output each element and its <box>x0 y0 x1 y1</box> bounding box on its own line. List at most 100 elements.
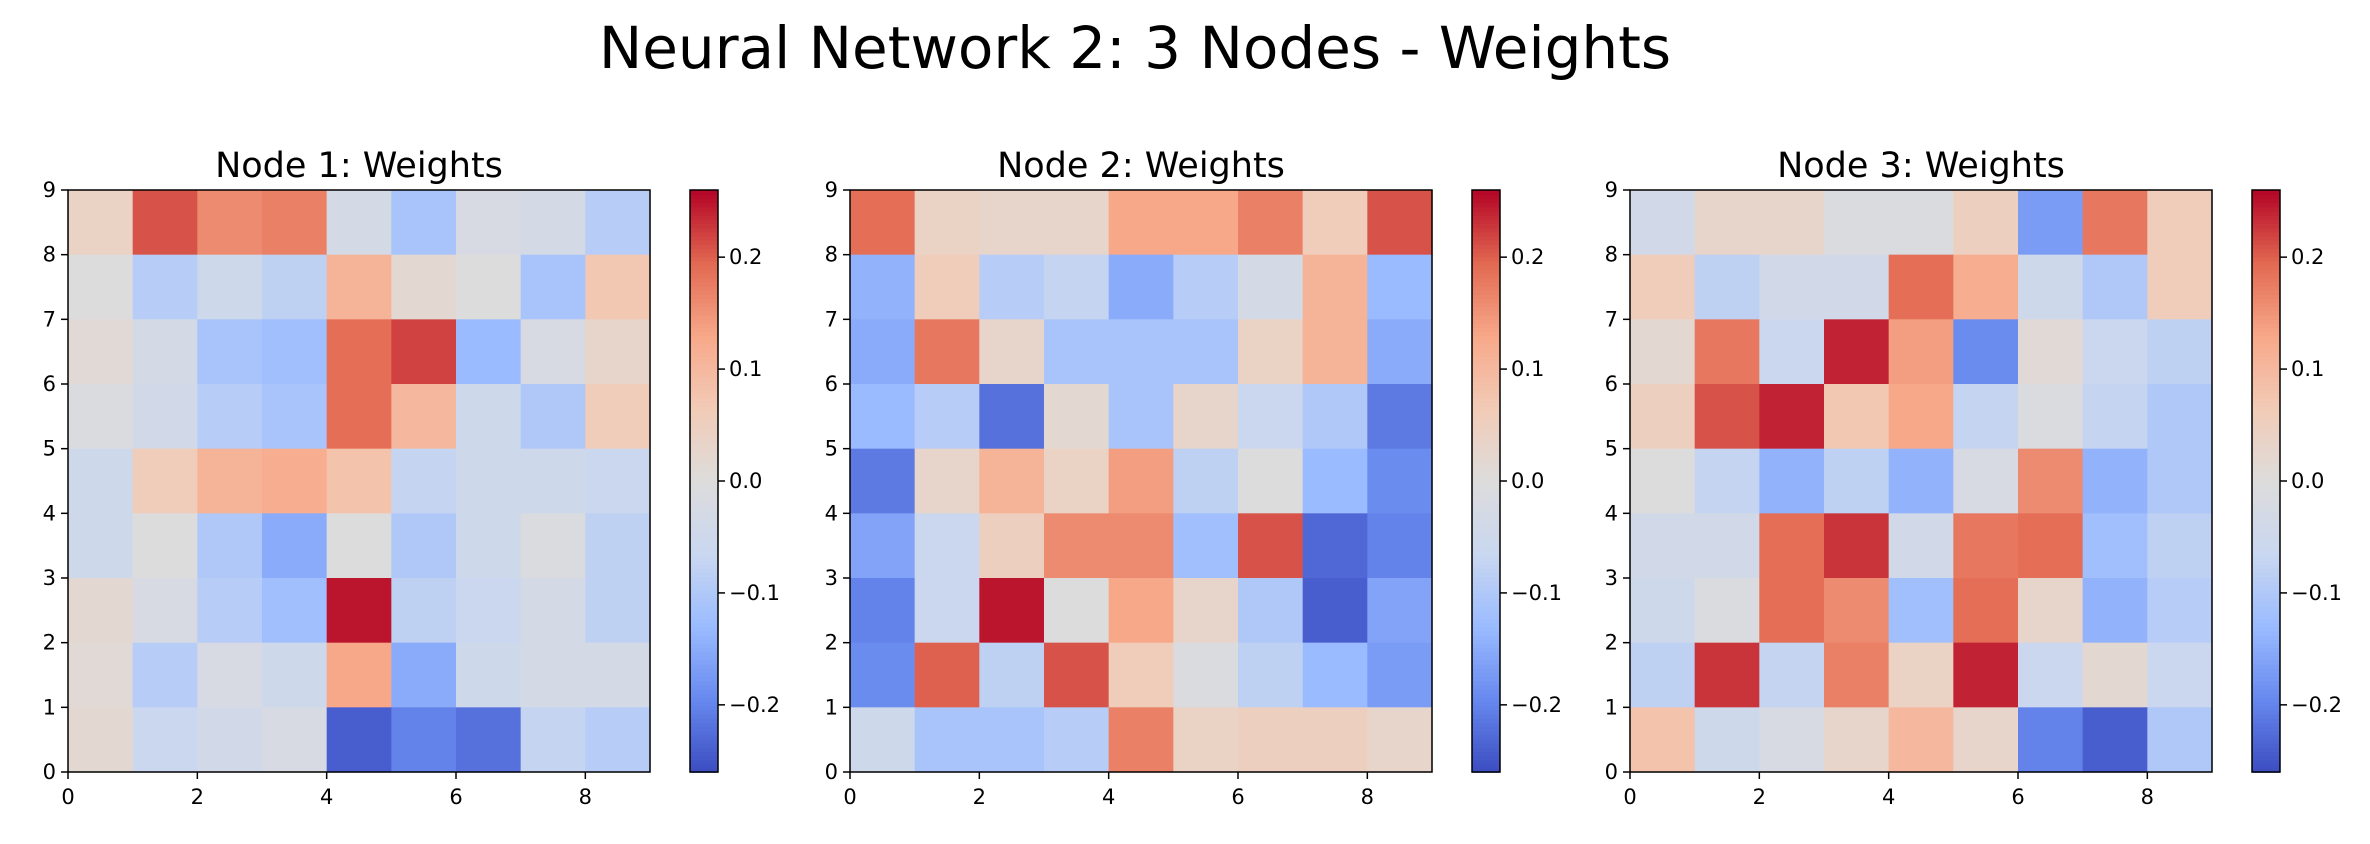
colorbar-segment <box>2252 601 2280 607</box>
colorbar-segment <box>1472 256 1500 262</box>
colorbar-segment <box>690 406 718 412</box>
heatmap-cell <box>1367 384 1433 450</box>
colorbar-segment <box>690 248 718 254</box>
colorbar-segment <box>690 289 718 295</box>
colorbar-segment <box>1472 227 1500 233</box>
heatmap-cell <box>1888 513 1954 579</box>
heatmap-cell <box>1759 642 1825 708</box>
x-tick-label: 0 <box>1623 785 1636 809</box>
heatmap-cell <box>979 254 1045 320</box>
subplot-title: Node 2: Weights <box>997 146 1285 186</box>
colorbar-segment <box>2252 593 2280 599</box>
heatmap-cell <box>520 513 586 579</box>
colorbar-segment <box>690 447 718 453</box>
heatmap-cell <box>850 578 916 644</box>
colorbar-segment <box>1472 460 1500 466</box>
y-tick-label: 0 <box>825 760 838 784</box>
colorbar-segment <box>1472 485 1500 491</box>
colorbar-segment <box>1472 289 1500 295</box>
colorbar-segment <box>2252 244 2280 249</box>
heatmap-cell <box>850 448 916 514</box>
y-tick-label: 7 <box>1605 307 1618 331</box>
heatmap-cell <box>456 384 522 450</box>
colorbar-segment <box>1472 701 1500 707</box>
colorbar-segment <box>690 759 718 765</box>
colorbar-segment <box>690 268 718 274</box>
colorbar-segment <box>1472 410 1500 416</box>
colorbar-segment <box>2252 385 2280 391</box>
colorbar-segment <box>690 464 718 470</box>
heatmap-cell <box>326 254 392 320</box>
heatmap-cell <box>914 578 980 644</box>
y-tick-label: 4 <box>43 501 56 525</box>
heatmap-cell <box>1694 707 1760 773</box>
colorbar-segment <box>2252 530 2280 536</box>
colorbar-segment <box>690 331 718 337</box>
colorbar-segment <box>1472 630 1500 636</box>
colorbar-segment <box>1472 747 1500 753</box>
colorbar-segment <box>1472 505 1500 511</box>
colorbar-segment <box>690 601 718 607</box>
colorbar-tick-label: 0.0 <box>2291 469 2324 493</box>
colorbar-segment <box>690 360 718 366</box>
colorbar-segment <box>690 551 718 557</box>
colorbar-segment <box>690 618 718 624</box>
colorbar-segment <box>2252 252 2280 258</box>
heatmap-cell <box>1108 578 1174 644</box>
colorbar-segment <box>690 397 718 403</box>
colorbar-segment <box>2252 306 2280 312</box>
heatmap-cell <box>1044 319 1110 385</box>
colorbar-segment <box>1472 626 1500 632</box>
heatmap-cell <box>1888 384 1954 450</box>
y-tick-label: 7 <box>43 307 56 331</box>
colorbar-segment <box>2252 377 2280 383</box>
colorbar-segment <box>2252 298 2280 304</box>
colorbar-segment <box>1472 302 1500 308</box>
colorbar-segment <box>2252 323 2280 328</box>
heatmap-cell <box>1044 642 1110 708</box>
colorbar-segment <box>690 210 718 216</box>
heatmap-cell <box>391 319 457 385</box>
x-tick-label: 8 <box>2141 785 2154 809</box>
colorbar-segment <box>1472 647 1500 653</box>
heatmap-cell <box>1759 384 1825 450</box>
heatmap-cell <box>456 513 522 579</box>
colorbar-segment <box>2252 651 2280 657</box>
figure-title: Neural Network 2: 3 Nodes - Weights <box>598 14 1672 82</box>
colorbar-segment <box>690 451 718 457</box>
heatmap-cell <box>585 384 651 450</box>
colorbar-segment <box>2252 693 2280 698</box>
colorbar-segment <box>1472 593 1500 599</box>
heatmap-cell <box>262 319 328 385</box>
colorbar-segment <box>690 476 718 482</box>
heatmap-cell <box>132 254 198 320</box>
colorbar-segment <box>2252 460 2280 466</box>
colorbar-segment <box>1472 202 1500 208</box>
x-tick-label: 8 <box>579 785 592 809</box>
colorbar-segment <box>690 202 718 208</box>
colorbar-segment <box>1472 680 1500 686</box>
colorbar-segment <box>690 310 718 316</box>
heatmap-cell <box>68 190 134 256</box>
heatmap-cell <box>2018 513 2084 579</box>
colorbar-segment <box>690 339 718 345</box>
colorbar-segment <box>1472 481 1500 486</box>
heatmap-cell <box>2147 384 2213 450</box>
colorbar-segment <box>690 219 718 225</box>
colorbar-segment <box>1472 198 1500 204</box>
heatmap-cell <box>520 707 586 773</box>
heatmap-cell <box>262 513 328 579</box>
colorbar-segment <box>2252 730 2280 736</box>
heatmap-cell <box>520 254 586 320</box>
y-tick-label: 6 <box>43 372 56 396</box>
heatmap-cell <box>1302 384 1368 450</box>
heatmap-cell <box>914 254 980 320</box>
colorbar-tick-label: −0.2 <box>2291 693 2342 717</box>
colorbar-segment <box>690 293 718 299</box>
heatmap-cell <box>1108 319 1174 385</box>
colorbar-segment <box>1472 210 1500 216</box>
colorbar-segment <box>2252 638 2280 644</box>
colorbar-segment <box>690 372 718 378</box>
heatmap-cell <box>1630 190 1696 256</box>
colorbar-segment <box>2252 231 2280 237</box>
